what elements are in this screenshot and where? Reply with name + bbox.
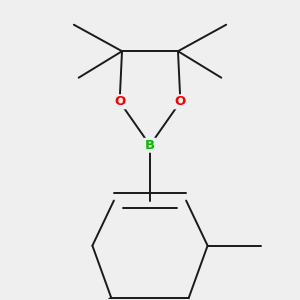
Text: O: O bbox=[114, 95, 125, 108]
Text: B: B bbox=[145, 139, 155, 152]
Text: O: O bbox=[175, 95, 186, 108]
